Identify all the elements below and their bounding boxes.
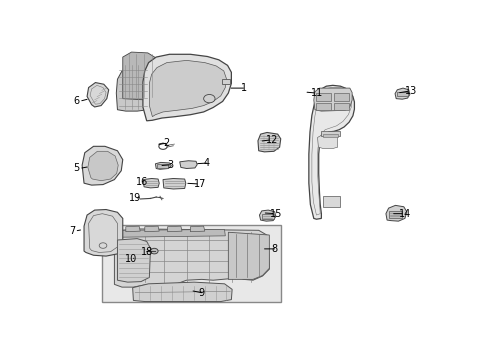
Polygon shape — [115, 229, 270, 287]
Polygon shape — [168, 226, 182, 232]
Text: 18: 18 — [141, 247, 153, 257]
Bar — [389, 211, 402, 218]
Polygon shape — [395, 88, 410, 99]
Text: 7: 7 — [69, 226, 75, 236]
Polygon shape — [126, 226, 140, 232]
Text: 11: 11 — [311, 88, 323, 98]
Bar — [102, 225, 281, 302]
Bar — [334, 93, 349, 102]
Polygon shape — [118, 239, 150, 282]
Polygon shape — [143, 179, 159, 188]
Polygon shape — [190, 226, 205, 232]
Text: 17: 17 — [194, 179, 207, 189]
Polygon shape — [309, 85, 354, 219]
Polygon shape — [82, 146, 123, 185]
Polygon shape — [118, 229, 225, 237]
Polygon shape — [163, 179, 186, 189]
Text: 12: 12 — [267, 135, 279, 145]
Polygon shape — [386, 205, 407, 221]
Text: 4: 4 — [204, 158, 210, 168]
Polygon shape — [88, 151, 118, 181]
Bar — [157, 164, 169, 168]
Bar — [397, 92, 408, 96]
Circle shape — [150, 248, 158, 254]
Text: 15: 15 — [270, 209, 283, 219]
Text: 1: 1 — [241, 83, 246, 93]
Text: 13: 13 — [405, 86, 417, 96]
Polygon shape — [133, 282, 232, 302]
Polygon shape — [180, 161, 197, 168]
Text: 19: 19 — [129, 193, 141, 203]
Polygon shape — [258, 132, 281, 152]
Polygon shape — [116, 63, 148, 111]
Polygon shape — [155, 162, 172, 169]
Polygon shape — [123, 52, 156, 100]
Polygon shape — [260, 210, 276, 221]
Text: 14: 14 — [399, 209, 412, 219]
Polygon shape — [318, 134, 338, 149]
Polygon shape — [145, 226, 159, 232]
Bar — [322, 196, 340, 207]
Bar — [316, 103, 331, 110]
Text: 3: 3 — [167, 159, 173, 170]
Bar — [321, 131, 341, 136]
Text: 10: 10 — [125, 254, 137, 264]
Text: 5: 5 — [74, 163, 80, 174]
Circle shape — [204, 94, 215, 103]
Bar — [316, 93, 331, 102]
Bar — [323, 134, 339, 138]
Polygon shape — [228, 232, 270, 279]
Polygon shape — [143, 54, 231, 121]
Text: 8: 8 — [271, 244, 278, 254]
Polygon shape — [149, 60, 226, 117]
Text: 9: 9 — [199, 288, 205, 298]
Bar — [262, 214, 274, 219]
Text: 2: 2 — [163, 138, 169, 148]
Polygon shape — [87, 82, 109, 107]
Text: 6: 6 — [74, 96, 79, 107]
Bar — [222, 79, 230, 84]
Polygon shape — [84, 210, 123, 256]
Bar — [334, 103, 349, 110]
Polygon shape — [314, 88, 352, 111]
Text: 16: 16 — [136, 177, 148, 187]
